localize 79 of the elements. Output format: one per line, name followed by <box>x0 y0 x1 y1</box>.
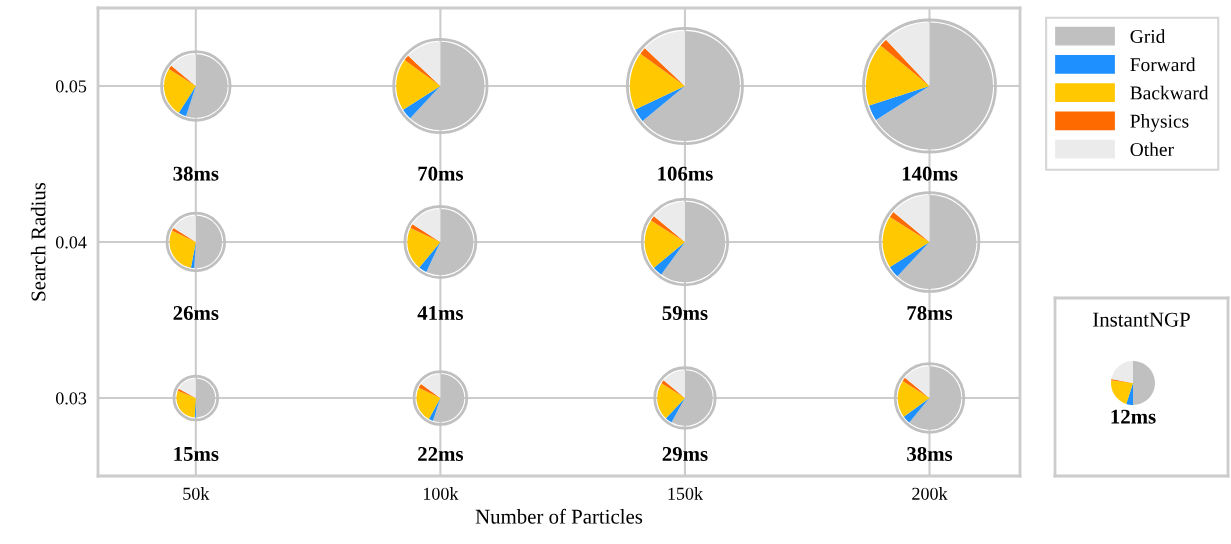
annotation: 41ms <box>417 306 464 321</box>
pie-slice <box>903 398 930 423</box>
pie-slice <box>403 86 441 119</box>
pie-slice <box>644 220 685 268</box>
annotation: 26ms <box>173 306 219 321</box>
x-tick-label: 200k <box>912 487 948 500</box>
y-tick-label: 0.05 <box>55 80 87 93</box>
pie-slice <box>169 230 196 268</box>
pie-slice <box>396 60 441 110</box>
x-tick-label: 150k <box>668 487 704 500</box>
pie-slice <box>178 86 196 117</box>
pie-slice <box>410 224 441 242</box>
annotation: 38ms <box>907 446 953 461</box>
pie-slice <box>178 378 196 398</box>
pie-slice <box>168 65 196 86</box>
pie-slice <box>407 227 441 268</box>
pie-slice <box>880 39 930 86</box>
pie-slice <box>661 380 685 398</box>
pie-slice <box>902 377 930 398</box>
pie-slice <box>412 208 441 242</box>
pie-slice <box>665 398 685 423</box>
pie-slice <box>173 215 196 242</box>
annotation: 78ms <box>907 305 953 321</box>
annotation: 22ms <box>418 446 464 461</box>
annotation: 140ms <box>902 166 958 181</box>
annotation: 38ms <box>173 166 219 181</box>
x-tick-label: 50k <box>183 487 210 500</box>
pie-slice <box>1111 380 1133 404</box>
x-tick-label: 100k <box>423 487 459 500</box>
pie-slice <box>190 242 196 269</box>
pie-slice <box>663 370 685 398</box>
annotation: 70ms <box>418 166 464 181</box>
pie-slice <box>657 383 685 419</box>
pie-slice <box>404 55 441 86</box>
annotation: 15ms <box>174 447 219 461</box>
pie-slice <box>650 216 685 242</box>
x-axis-title: Number of Particles <box>475 508 643 524</box>
legend-label: Backward <box>1130 85 1209 100</box>
pie-slice <box>635 86 685 122</box>
pie-slice <box>418 383 441 398</box>
pie-slice <box>1133 361 1155 405</box>
legend-label: Other <box>1130 142 1174 157</box>
pie-slice <box>171 54 196 86</box>
pie-slice <box>882 216 930 268</box>
pie-slice <box>644 30 685 86</box>
y-tick-label: 0.04 <box>55 236 87 249</box>
pie-slice <box>419 242 441 272</box>
pie-slice <box>653 201 685 242</box>
pie-slice <box>1111 378 1133 383</box>
legend-label: Forward <box>1130 57 1196 72</box>
pie-slice <box>416 387 441 419</box>
legend-label: Physics <box>1130 114 1189 132</box>
annotation: 106ms <box>658 166 713 181</box>
chart-title: InstantNGP <box>1093 312 1190 327</box>
annotation: 59ms <box>662 306 708 321</box>
pie-slice <box>886 22 930 86</box>
pie-slice <box>653 242 685 275</box>
pie-slice <box>1111 361 1133 383</box>
annotation: 29ms <box>662 446 708 461</box>
pie-slice <box>889 212 930 242</box>
pie-slice <box>1126 383 1133 405</box>
pie-slice <box>421 374 441 398</box>
y-axis-title: Search Radius <box>30 182 46 301</box>
pie-slice <box>408 41 441 86</box>
y-tick-label: 0.03 <box>55 392 87 405</box>
legend-label: Grid <box>1130 29 1166 43</box>
text: 12ms <box>1111 409 1156 424</box>
pie-slice <box>893 195 930 242</box>
pie-slice <box>428 398 441 421</box>
pie-slice <box>889 242 930 277</box>
pie-slice <box>629 53 685 110</box>
pie-slice <box>866 45 930 106</box>
pie-slice <box>164 68 196 113</box>
pie-slice <box>905 366 930 398</box>
pie-slice <box>869 86 930 121</box>
pie-slice <box>176 390 196 418</box>
pie-slice <box>897 380 930 417</box>
pie-slice <box>177 388 196 398</box>
pie-slice <box>640 48 685 86</box>
